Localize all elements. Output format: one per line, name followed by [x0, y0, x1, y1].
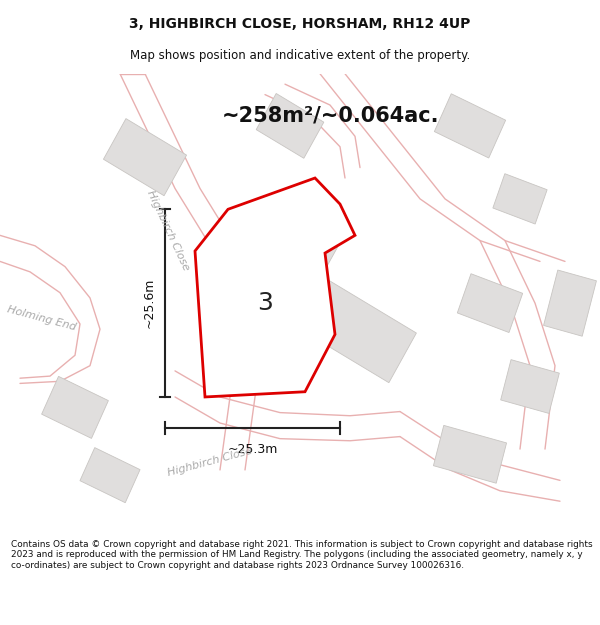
Text: ~25.3m: ~25.3m [227, 442, 278, 456]
Text: Highbirch Close: Highbirch Close [167, 446, 253, 478]
Text: ~25.6m: ~25.6m [143, 278, 155, 328]
Text: Holming End: Holming End [7, 305, 77, 332]
Polygon shape [500, 359, 559, 413]
Text: 3: 3 [257, 291, 273, 315]
Polygon shape [493, 174, 547, 224]
Text: 3, HIGHBIRCH CLOSE, HORSHAM, RH12 4UP: 3, HIGHBIRCH CLOSE, HORSHAM, RH12 4UP [130, 17, 470, 31]
Text: Map shows position and indicative extent of the property.: Map shows position and indicative extent… [130, 49, 470, 62]
Polygon shape [544, 270, 596, 336]
Text: ~258m²/~0.064ac.: ~258m²/~0.064ac. [221, 106, 439, 126]
Polygon shape [433, 426, 506, 483]
Polygon shape [256, 94, 324, 158]
Polygon shape [434, 94, 506, 158]
Polygon shape [248, 197, 342, 284]
Polygon shape [80, 448, 140, 503]
Polygon shape [41, 376, 109, 438]
Polygon shape [457, 274, 523, 332]
Text: Contains OS data © Crown copyright and database right 2021. This information is : Contains OS data © Crown copyright and d… [11, 540, 592, 570]
Polygon shape [195, 178, 355, 397]
Polygon shape [103, 119, 187, 196]
Polygon shape [293, 276, 416, 382]
Text: Highbirch Close: Highbirch Close [145, 188, 191, 272]
